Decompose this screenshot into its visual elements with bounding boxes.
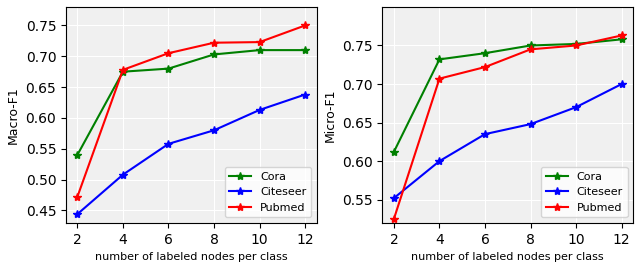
Line: Pubmed: Pubmed	[73, 21, 309, 201]
Citeseer	[301, 93, 309, 96]
Cora	[618, 38, 625, 41]
Pubmed	[481, 65, 489, 69]
Legend: Cora, Citeseer, Pubmed: Cora, Citeseer, Pubmed	[225, 167, 311, 217]
Cora	[572, 42, 580, 45]
Line: Pubmed: Pubmed	[390, 31, 626, 223]
Cora	[256, 48, 264, 52]
X-axis label: number of labeled nodes per class: number of labeled nodes per class	[95, 252, 287, 262]
Pubmed	[74, 195, 81, 199]
Citeseer	[390, 196, 397, 200]
Line: Cora: Cora	[390, 35, 626, 156]
Citeseer	[481, 133, 489, 136]
Cora	[164, 67, 172, 70]
Cora	[527, 44, 534, 47]
Pubmed	[572, 44, 580, 47]
Citeseer	[74, 213, 81, 216]
X-axis label: number of labeled nodes per class: number of labeled nodes per class	[412, 252, 604, 262]
Y-axis label: Macro-F1: Macro-F1	[7, 86, 20, 144]
Line: Cora: Cora	[73, 46, 309, 159]
Cora	[74, 153, 81, 157]
Citeseer	[210, 129, 218, 132]
Citeseer	[527, 122, 534, 126]
Citeseer	[119, 173, 127, 176]
Line: Citeseer: Citeseer	[390, 80, 626, 202]
Pubmed	[436, 77, 444, 80]
Citeseer	[164, 142, 172, 146]
Pubmed	[301, 24, 309, 27]
Pubmed	[618, 34, 625, 37]
Citeseer	[256, 108, 264, 112]
Pubmed	[527, 48, 534, 51]
Pubmed	[210, 41, 218, 44]
Cora	[436, 58, 444, 61]
Citeseer	[618, 82, 625, 86]
Y-axis label: Micro-F1: Micro-F1	[323, 88, 337, 141]
Legend: Cora, Citeseer, Pubmed: Cora, Citeseer, Pubmed	[541, 167, 627, 217]
Citeseer	[572, 105, 580, 109]
Cora	[301, 48, 309, 52]
Pubmed	[164, 52, 172, 55]
Citeseer	[436, 160, 444, 163]
Cora	[481, 52, 489, 55]
Pubmed	[256, 40, 264, 44]
Pubmed	[390, 217, 397, 221]
Pubmed	[119, 68, 127, 72]
Cora	[119, 70, 127, 73]
Cora	[390, 150, 397, 154]
Cora	[210, 53, 218, 56]
Line: Citeseer: Citeseer	[73, 90, 309, 218]
